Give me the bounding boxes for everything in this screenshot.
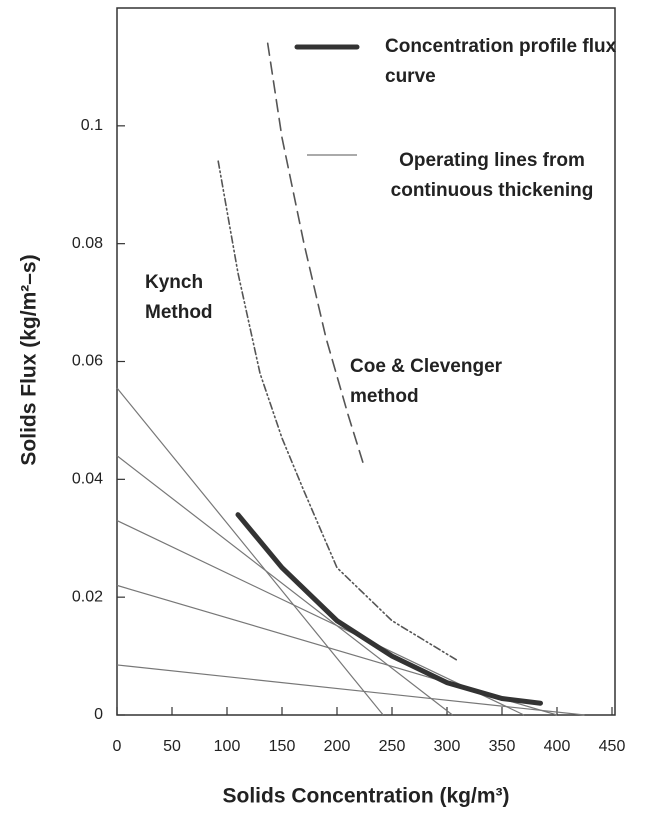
operating-line [116, 520, 525, 716]
x-tick-label: 0 [113, 738, 122, 755]
operating-line [116, 387, 384, 716]
x-tick-label: 400 [544, 738, 571, 755]
x-tick-label: 300 [434, 738, 461, 755]
x-tick-label: 100 [214, 738, 241, 755]
series-line [217, 160, 459, 662]
x-tick-label: 250 [379, 738, 406, 755]
legend-label: Operating lines from continuous thickeni… [390, 150, 594, 201]
annotation: Coe & Clevenger method [350, 356, 503, 407]
y-tick-label: 0.04 [72, 471, 103, 488]
series-line [266, 42, 366, 469]
y-axis-label: Solids Flux (kg/m²–s) [18, 254, 41, 465]
x-tick-label: 450 [599, 738, 626, 755]
x-tick-label: 50 [163, 738, 181, 755]
y-tick-label: 0.02 [72, 588, 103, 605]
x-tick-label: 350 [489, 738, 516, 755]
operating-line [116, 664, 585, 716]
operating-line [116, 455, 453, 716]
x-tick-label: 150 [269, 738, 296, 755]
y-tick-label: 0.06 [72, 353, 103, 370]
y-tick-label: 0 [94, 706, 103, 723]
series-line [235, 512, 543, 706]
legend-label: Concentration profile flux curve [385, 36, 617, 87]
x-tick-label: 200 [324, 738, 351, 755]
y-tick-label: 0.08 [72, 235, 103, 252]
annotation: Kynch Method [145, 272, 213, 323]
x-axis-label: Solids Concentration (kg/m³) [222, 785, 509, 808]
y-tick-label: 0.1 [81, 117, 103, 134]
